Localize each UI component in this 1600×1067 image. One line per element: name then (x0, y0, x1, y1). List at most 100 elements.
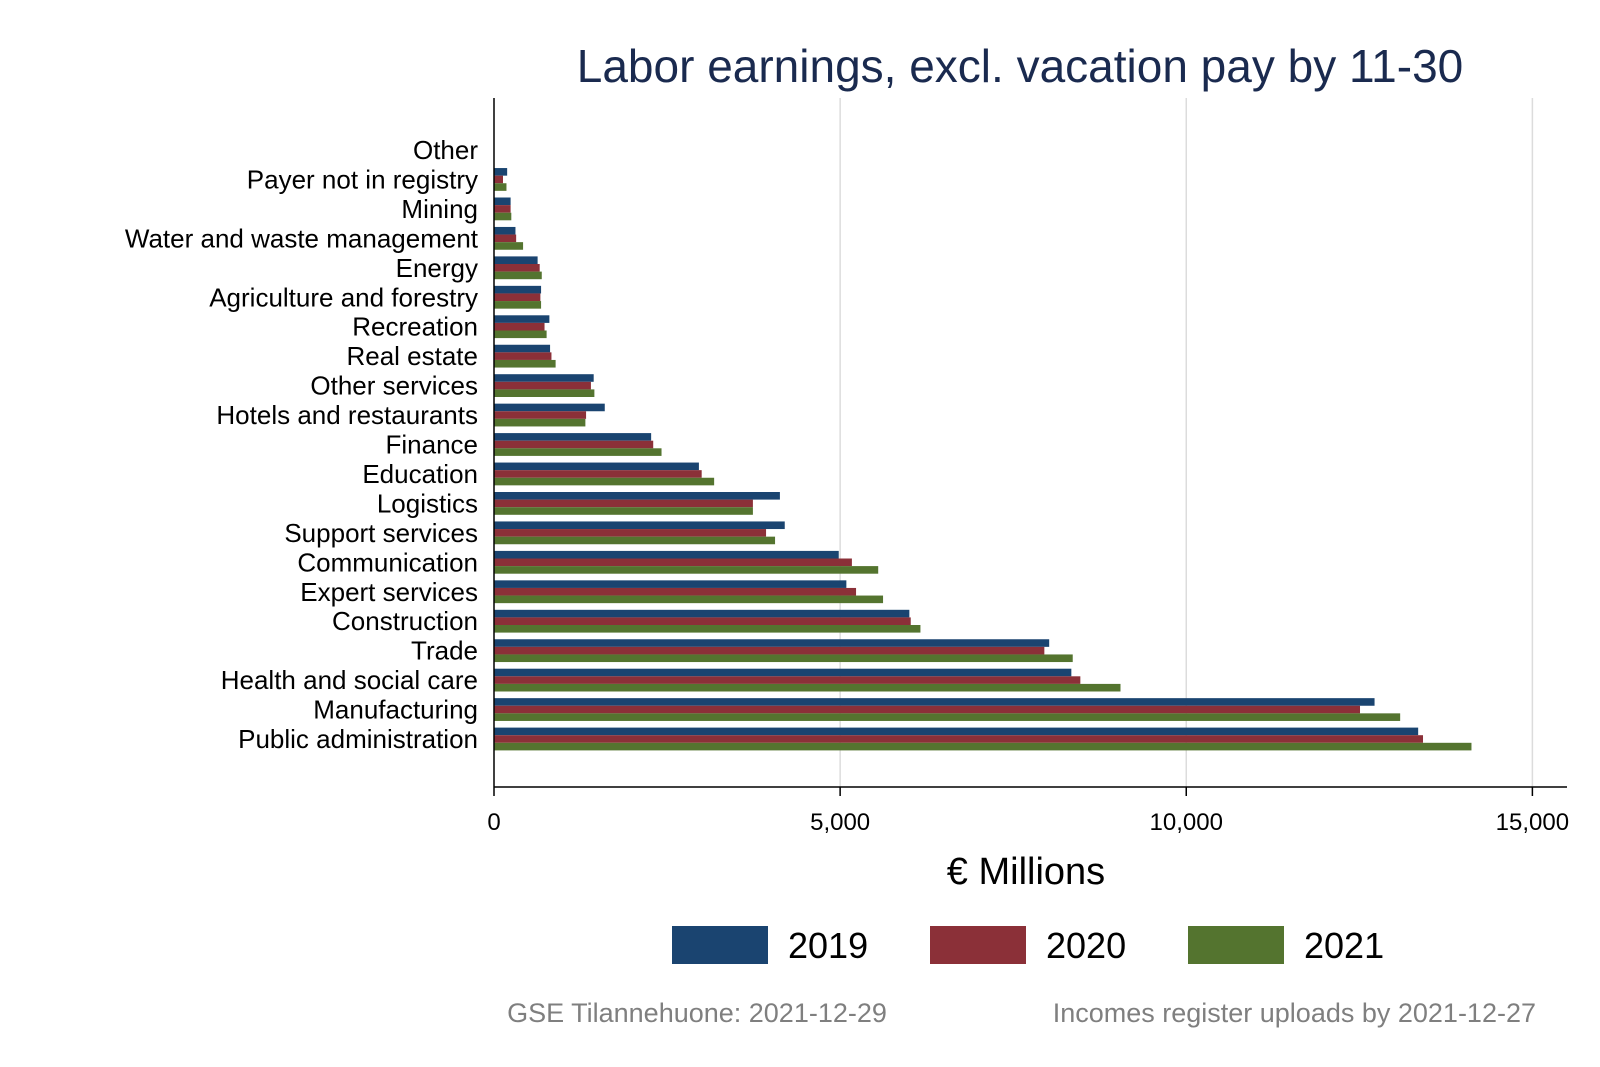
bar-2021-payer-not-in-registry (494, 183, 507, 191)
x-ticks: 0 5,000 10,000 15,000 (487, 787, 1569, 836)
bar-2021-hotels-and-restaurants (494, 418, 586, 427)
category-label: Hotels and restaurants (216, 400, 478, 430)
category-label: Water and waste management (125, 223, 479, 253)
bar-2020-logistics (494, 499, 753, 508)
bar-2020-public-administration (494, 735, 1424, 743)
bar-2021-real-estate (494, 359, 556, 368)
bar-2020-manufacturing (494, 705, 1361, 714)
x-tick-label: 5,000 (810, 809, 870, 836)
bar-2019-agriculture-and-forestry (494, 285, 542, 294)
category-label: Other (413, 135, 478, 165)
x-axis-label: € Millions (947, 851, 1105, 893)
bar-2019-health-and-social-care (494, 668, 1072, 677)
bar-2020-water-and-waste-management (494, 234, 517, 243)
bar-2019-education (494, 462, 699, 471)
legend-label-2021: 2021 (1304, 925, 1384, 966)
legend-swatch-2019 (672, 926, 768, 964)
category-label: Education (362, 459, 478, 489)
bar-2021-support-services (494, 536, 776, 545)
category-label: Payer not in registry (247, 164, 478, 194)
bar-2020-support-services (494, 529, 767, 537)
category-label: Communication (297, 547, 478, 577)
bar-2020-finance (494, 440, 654, 449)
bar-2019-recreation (494, 315, 550, 323)
category-label: Trade (411, 636, 478, 666)
bar-2020-payer-not-in-registry (494, 175, 503, 184)
bar-2021-health-and-social-care (494, 683, 1121, 692)
bars (494, 138, 1472, 751)
category-label: Other services (310, 371, 478, 401)
category-label: Recreation (352, 312, 478, 342)
bar-2019-expert-services (494, 580, 847, 588)
bar-2019-manufacturing (494, 698, 1375, 706)
legend-label-2020: 2020 (1046, 925, 1126, 966)
category-label: Energy (396, 253, 478, 283)
bar-2020-communication (494, 558, 852, 567)
category-label: Health and social care (221, 665, 478, 695)
bar-2019-payer-not-in-registry (494, 168, 508, 176)
bar-2021-construction (494, 625, 921, 633)
category-label: Agriculture and forestry (209, 282, 478, 312)
x-tick-label: 15,000 (1496, 809, 1569, 836)
legend-label-2019: 2019 (788, 925, 868, 966)
bar-2019-real-estate (494, 344, 551, 353)
category-label: Logistics (377, 488, 478, 518)
bar-2020-expert-services (494, 587, 857, 596)
category-label: Real estate (346, 341, 478, 371)
bar-2021-energy (494, 271, 542, 280)
legend-swatch-2021 (1188, 926, 1284, 964)
bar-2020-energy (494, 264, 540, 272)
bar-2021-other-services (494, 389, 595, 397)
bar-2021-recreation (494, 330, 547, 339)
category-label: Mining (401, 194, 478, 224)
bar-2020-recreation (494, 322, 545, 331)
category-label: Public administration (238, 724, 478, 754)
bar-2019-public-administration (494, 727, 1419, 736)
x-tick-label: 0 (487, 809, 500, 836)
bar-2021-finance (494, 448, 662, 456)
bar-2020-hotels-and-restaurants (494, 411, 587, 419)
bar-2020-construction (494, 617, 911, 625)
bar-2021-manufacturing (494, 713, 1401, 721)
bar-2021-mining (494, 212, 512, 221)
bar-2021-public-administration (494, 742, 1472, 751)
bar-2019-mining (494, 197, 511, 206)
category-label: Expert services (300, 577, 478, 607)
bar-2020-real-estate (494, 352, 552, 360)
bar-2020-trade (494, 646, 1045, 655)
bar-2021-trade (494, 654, 1073, 663)
bar-2019-energy (494, 256, 538, 264)
bar-2019-logistics (494, 492, 780, 500)
category-label: Support services (284, 518, 478, 548)
bar-2021-agriculture-and-forestry (494, 301, 542, 309)
bar-2019-construction (494, 609, 910, 618)
bar-2019-support-services (494, 521, 785, 530)
bar-2020-health-and-social-care (494, 676, 1081, 684)
category-label: Finance (386, 430, 479, 460)
legend-swatch-2020 (930, 926, 1026, 964)
bar-2020-education (494, 470, 702, 478)
bar-2021-education (494, 477, 715, 486)
category-label: Manufacturing (313, 695, 478, 725)
bar-2021-logistics (494, 507, 753, 515)
bar-2019-finance (494, 433, 652, 441)
footnote-uploads: Incomes register uploads by 2021-12-27 (1053, 998, 1536, 1028)
category-label: Construction (332, 606, 478, 636)
footnote-source: GSE Tilannehuone: 2021-12-29 (507, 998, 887, 1028)
bar-2020-other-services (494, 381, 591, 390)
x-tick-label: 10,000 (1150, 809, 1223, 836)
bar-2019-water-and-waste-management (494, 226, 516, 235)
bar-2019-trade (494, 639, 1050, 647)
bar-2021-expert-services (494, 595, 884, 604)
bar-2019-hotels-and-restaurants (494, 403, 605, 412)
legend: 2019 2020 2021 (672, 925, 1384, 966)
bar-2020-mining (494, 205, 511, 213)
bar-2021-water-and-waste-management (494, 242, 524, 250)
bar-2019-other-services (494, 374, 594, 382)
bar-2021-communication (494, 566, 879, 574)
chart-title: Labor earnings, excl. vacation pay by 11… (577, 40, 1463, 92)
bar-2020-agriculture-and-forestry (494, 293, 541, 302)
